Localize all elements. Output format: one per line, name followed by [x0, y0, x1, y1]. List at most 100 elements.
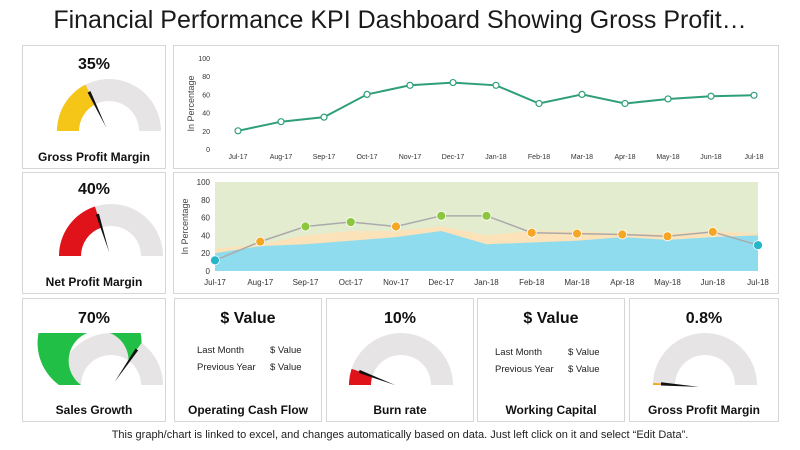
footer-note: This graph/chart is linked to excel, and…: [111, 429, 689, 441]
gauge-track: [653, 333, 757, 385]
row-label: Previous Year: [495, 364, 554, 375]
y-tick-label: 40: [202, 111, 210, 118]
value-panel-operating-cash-flow[interactable]: $ Value Last Month $ Value Previous Year $…: [174, 298, 322, 422]
gauge-label: Gross Profit Margin: [647, 403, 760, 417]
data-point: [406, 81, 414, 89]
data-point: [436, 210, 447, 221]
data-point: [345, 217, 356, 227]
data-point: [300, 221, 311, 232]
gauge-chart: [349, 333, 453, 386]
gauge-panel-gross-profit-margin-2[interactable]: 0.8% Gross Profit Margin: [629, 298, 779, 422]
x-tick-label: Nov-17: [383, 278, 409, 287]
x-tick-label: Sep-17: [313, 154, 336, 161]
gauge-chart: [59, 204, 163, 256]
gauge-panel-net-profit-margin[interactable]: 40% Net Profit Margin: [22, 172, 166, 294]
gauge-value: 0.8%: [685, 310, 723, 327]
area-bottom: [215, 230, 758, 271]
y-tick-label: 80: [201, 196, 210, 205]
x-tick-label: Mar-18: [571, 154, 593, 161]
data-point: [535, 99, 543, 108]
data-point: [492, 81, 500, 89]
data-point: [617, 229, 628, 240]
y-tick-label: 0: [206, 147, 210, 154]
area-chart-panel[interactable]: 0 20 40 60 80 100 In Percentage Jul-17 Aug-17 Sep…: [173, 172, 779, 294]
y-tick-label: 0: [206, 267, 211, 276]
gauge-value: 40%: [77, 181, 111, 198]
data-point: [664, 95, 672, 103]
data-point: [526, 227, 537, 238]
line-chart-panel[interactable]: 0 20 40 60 80 100 In Percentage Jul-17 Aug-17 Sep…: [173, 45, 779, 169]
gauge-fill: [59, 206, 102, 256]
panel-value: $ Value: [523, 310, 579, 327]
data-point: [578, 90, 586, 99]
gauge-value: 10%: [383, 310, 417, 327]
y-tick-label: 20: [201, 249, 210, 258]
row-value: $ Value: [270, 362, 302, 373]
gauge-fill: [57, 84, 96, 131]
y-tick-label: 100: [198, 56, 210, 63]
gauge-needle: [358, 369, 396, 386]
row-previous-year: Previous Year $ Value: [495, 361, 600, 378]
row-label: Previous Year: [197, 362, 256, 373]
gauge-panel-sales-growth[interactable]: 70% Sales Growth: [22, 298, 166, 422]
gauge-panel-gross-profit-margin[interactable]: 35% Gross Profit Margin: [22, 45, 166, 169]
gauge-fill: [349, 368, 373, 385]
x-tick-label: Apr-18: [614, 154, 635, 161]
x-tick-label: Feb-18: [528, 154, 550, 161]
x-tick-label: Jul-17: [204, 278, 226, 287]
x-tick-label: Jan-18: [485, 154, 507, 161]
x-tick-label: Mar-18: [564, 278, 590, 287]
x-tick-label: Dec-17: [428, 278, 454, 287]
data-point: [707, 92, 715, 100]
value-panel-working-capital[interactable]: $ Value Last Month $ Value Previous Year $…: [477, 298, 625, 422]
data-point: [621, 99, 629, 108]
row-last-month: Last Month $ Value: [495, 344, 600, 361]
gauge-needle: [660, 382, 700, 387]
gauge-label: Net Profit Margin: [45, 275, 143, 289]
y-tick-label: 60: [201, 214, 210, 223]
gauge-label: Sales Growth: [55, 403, 133, 417]
gauge-value: 35%: [77, 56, 111, 73]
data-point: [753, 240, 763, 251]
value-rows: Last Month $ Value Previous Year $ Value: [495, 344, 600, 378]
line-chart: 0 20 40 60 80 100 In Percentage Jul-17 Aug-17 Sep…: [186, 56, 764, 161]
gauge-needle: [95, 213, 110, 253]
x-tick-label: May-18: [656, 154, 679, 161]
panel-value: $ Value: [220, 310, 276, 327]
row-previous-year: Previous Year $ Value: [197, 359, 302, 376]
gauge-track: [349, 333, 453, 385]
x-tick-label: Jun-18: [700, 154, 722, 161]
panel-label: Operating Cash Flow: [187, 403, 308, 417]
y-tick-label: 20: [202, 129, 210, 136]
y-tick-label: 60: [202, 92, 210, 99]
row-label: Last Month: [197, 345, 244, 356]
page-title: Financial Performance KPI Dashboard Show…: [53, 6, 747, 34]
gauge-chart: [653, 333, 757, 387]
panel-label: Working Capital: [505, 403, 597, 417]
data-point: [255, 236, 266, 247]
data-point: [662, 231, 673, 242]
row-value: $ Value: [568, 364, 600, 375]
x-tick-label: Dec-17: [442, 154, 465, 161]
gauge-label: Burn rate: [373, 403, 427, 417]
gauge-chart: [37, 333, 163, 385]
y-axis-label: In Percentage: [186, 75, 196, 131]
row-last-month: Last Month $ Value: [197, 342, 302, 359]
gauge-label: Gross Profit Margin: [37, 150, 150, 164]
data-point: [320, 113, 328, 121]
data-point: [391, 221, 401, 232]
data-point: [707, 226, 718, 237]
x-tick-label: Oct-17: [356, 154, 377, 161]
x-tick-label: Sep-17: [293, 278, 319, 287]
x-tick-label: Jul-18: [744, 154, 763, 161]
x-tick-label: Feb-18: [519, 278, 545, 287]
x-tick-label: Nov-17: [399, 154, 422, 161]
y-tick-label: 100: [197, 178, 211, 187]
gauge-panel-burn-rate[interactable]: 10% Burn rate: [326, 298, 474, 422]
y-tick-label: 40: [201, 231, 210, 240]
row-value: $ Value: [270, 345, 302, 356]
data-point: [481, 210, 492, 221]
value-rows: Last Month $ Value Previous Year $ Value: [197, 342, 302, 376]
x-tick-label: Jan-18: [474, 278, 499, 287]
gauge-needle: [114, 348, 139, 383]
